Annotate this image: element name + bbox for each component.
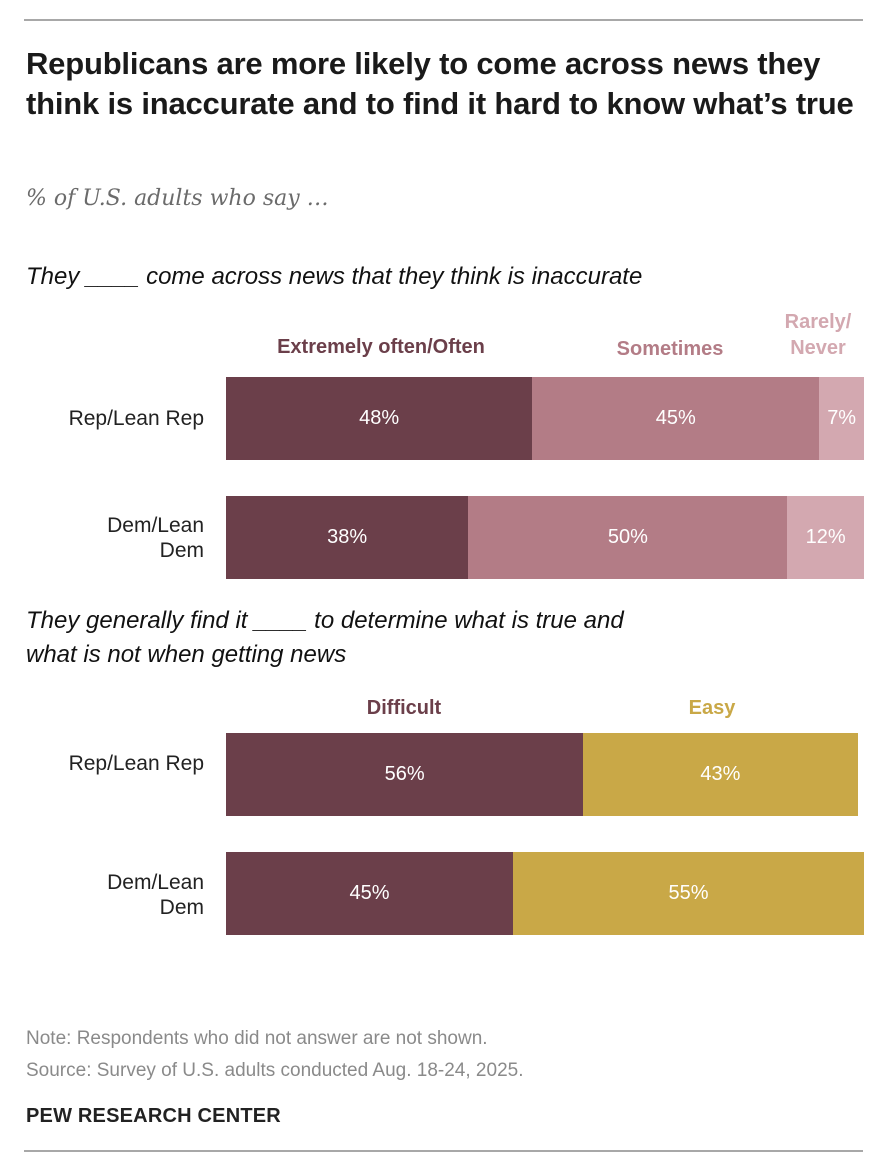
bar-difficult-dem: 45% <box>226 852 514 935</box>
bar-label-often-rep: 48% <box>359 407 400 429</box>
question-2-title: They generally find it ____ to determine… <box>26 604 624 672</box>
legend-often: Extremely often/Often <box>277 336 485 358</box>
question-1-title: They ____ come across news that they thi… <box>26 263 643 290</box>
bar-rarely-dem: 12% <box>787 496 864 579</box>
bar-label-difficult-dem: 45% <box>349 882 390 904</box>
row-label-dem-2: Dem/Lean Dem <box>107 871 204 919</box>
row-label-rep: Rep/Lean Rep <box>68 407 204 430</box>
legend-rarely-line-2: Never <box>790 337 846 359</box>
source-text: Source: Survey of U.S. adults conducted … <box>26 1060 524 1081</box>
bar-label-often-dem: 38% <box>327 526 368 548</box>
bar-label-rarely-dem: 12% <box>805 526 846 548</box>
note-text: Note: Respondents who did not answer are… <box>26 1028 488 1049</box>
legend-sometimes: Sometimes <box>616 338 724 360</box>
question-2-title-line-1: They generally find it ____ to determine… <box>26 607 624 634</box>
bar-often-rep: 48% <box>226 377 533 460</box>
bottom-rule <box>24 1150 863 1152</box>
bar-label-easy-dem: 55% <box>668 882 709 904</box>
bar-label-sometimes-rep: 45% <box>655 407 696 429</box>
legend-difficult: Difficult <box>366 697 442 719</box>
bar-label-rarely-rep: 7% <box>827 407 857 429</box>
legend-rarely: Rarely/ Never <box>768 309 868 361</box>
row-label-dem: Dem/Lean Dem <box>107 514 204 562</box>
row-label-rep-2: Rep/Lean Rep <box>68 752 204 775</box>
bar-sometimes-rep: 45% <box>532 377 820 460</box>
bar-rarely-rep: 7% <box>819 377 864 460</box>
bar-often-dem: 38% <box>226 496 469 579</box>
bar-easy-rep: 43% <box>583 733 858 816</box>
bar-difficult-rep: 56% <box>226 733 584 816</box>
chart-subtitle: % of U.S. adults who say … <box>26 186 329 211</box>
chart-title: Republicans are more likely to come acro… <box>26 46 854 121</box>
bar-label-sometimes-dem: 50% <box>607 526 648 548</box>
bar-easy-dem: 55% <box>513 852 864 935</box>
bar-label-easy-rep: 43% <box>700 763 741 785</box>
legend-rarely-line-1: Rarely/ <box>784 311 852 333</box>
question-2-title-line-2: what is not when getting news <box>26 641 347 668</box>
bar-sometimes-dem: 50% <box>468 496 788 579</box>
bar-label-difficult-rep: 56% <box>384 763 425 785</box>
legend-easy: Easy <box>688 697 736 719</box>
top-rule <box>24 19 863 21</box>
brand-logo-text: PEW RESEARCH CENTER <box>26 1105 281 1127</box>
